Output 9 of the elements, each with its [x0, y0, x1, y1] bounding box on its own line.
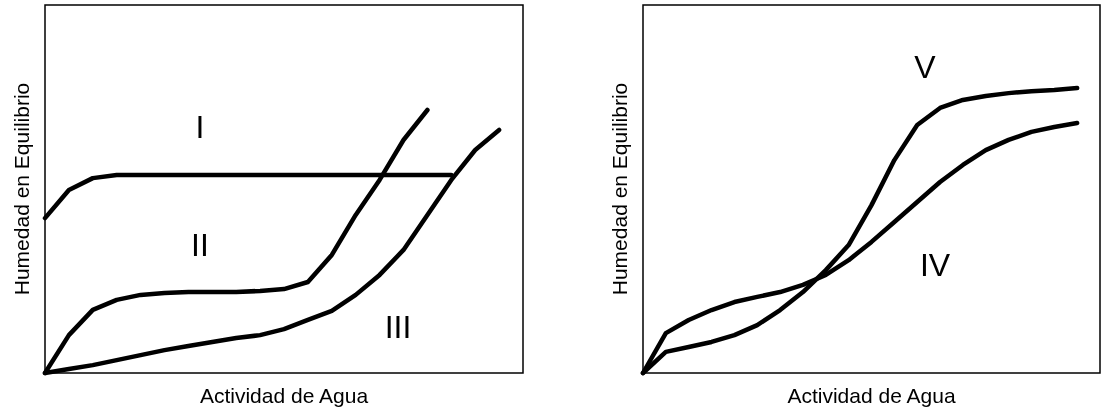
series-label: I	[195, 109, 205, 146]
y-axis-title: Humedad en Equilibrio	[607, 82, 631, 296]
series-label: III	[384, 309, 412, 346]
series-label: IV	[919, 247, 951, 284]
x-axis-title: Actividad de Agua	[199, 384, 369, 407]
x-axis-title: Actividad de Agua	[787, 384, 956, 407]
series-label: V	[914, 49, 937, 86]
y-axis-title: Humedad en Equilibrio	[9, 82, 33, 296]
series-label: II	[191, 227, 209, 264]
